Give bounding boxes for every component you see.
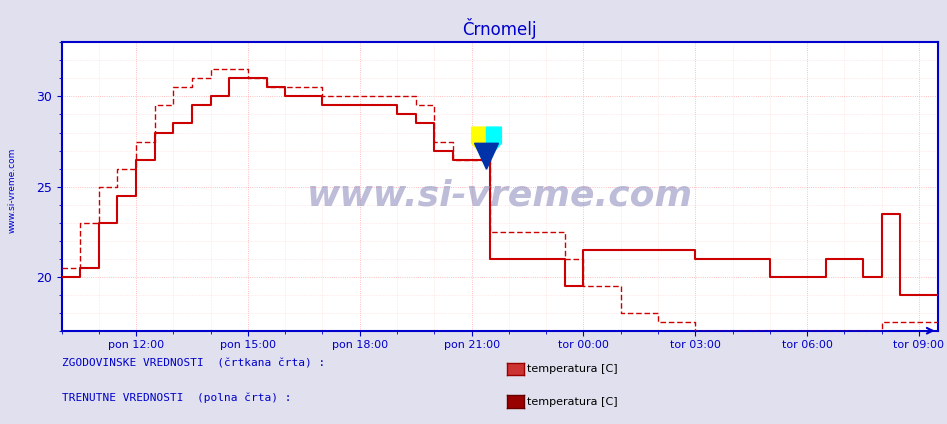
Text: www.si-vreme.com: www.si-vreme.com [8, 148, 17, 234]
Polygon shape [487, 127, 501, 159]
Polygon shape [472, 127, 487, 159]
Polygon shape [474, 143, 498, 169]
Title: Črnomelj: Črnomelj [462, 19, 537, 39]
Text: TRENUTNE VREDNOSTI  (polna črta) :: TRENUTNE VREDNOSTI (polna črta) : [62, 392, 291, 403]
Text: www.si-vreme.com: www.si-vreme.com [307, 178, 692, 212]
Text: ZGODOVINSKE VREDNOSTI  (črtkana črta) :: ZGODOVINSKE VREDNOSTI (črtkana črta) : [62, 359, 325, 369]
Text: temperatura [C]: temperatura [C] [527, 396, 618, 407]
Text: temperatura [C]: temperatura [C] [527, 364, 618, 374]
